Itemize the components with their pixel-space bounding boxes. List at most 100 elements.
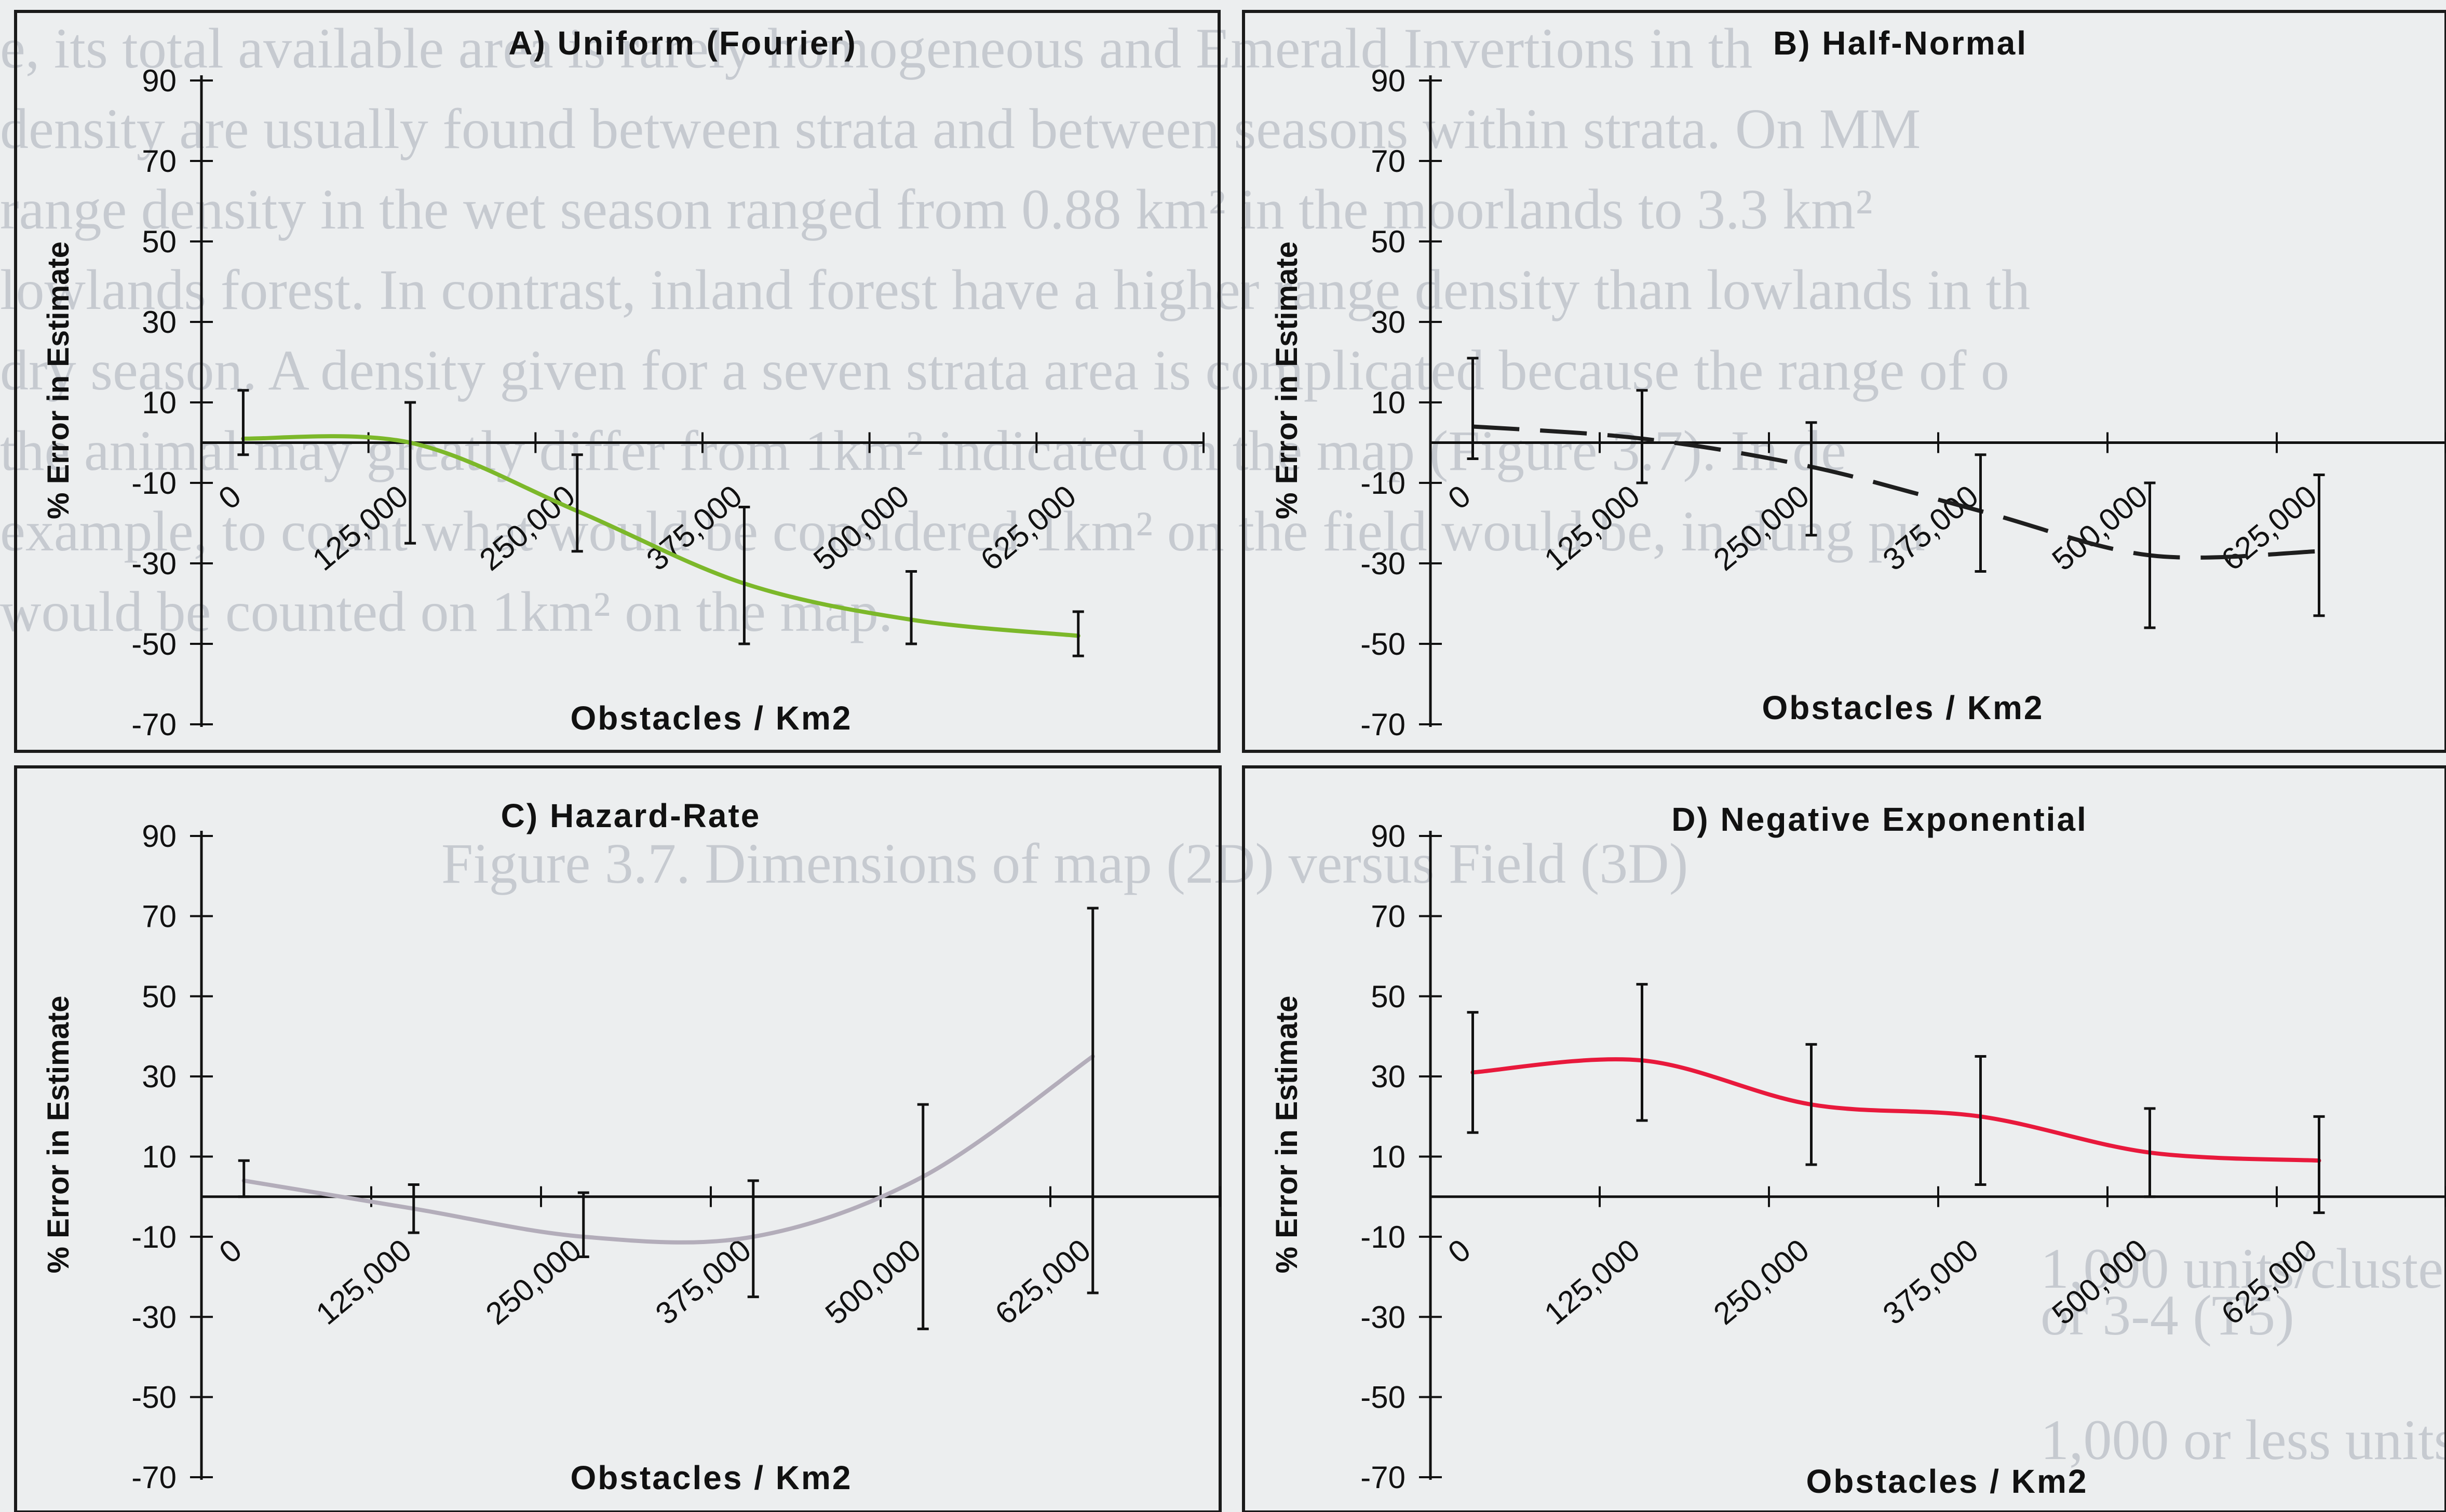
background-text-line: dry season. A density given for a seven … <box>0 339 2009 402</box>
y-tick-label: 90 <box>1371 819 1406 854</box>
x-tick-label: 0 <box>212 1232 248 1270</box>
error-bar <box>2144 481 2156 629</box>
error-bar <box>1467 1011 1479 1134</box>
x-tick-label: 0 <box>212 478 248 516</box>
x-tick-label: 500,000 <box>807 478 915 577</box>
background-text-line: Figure 3.7. Dimensions of map (2D) versu… <box>441 832 1688 895</box>
y-axis-label: % Error in Estimate <box>1270 995 1304 1273</box>
y-tick-label: 10 <box>142 1140 177 1174</box>
error-bar <box>1805 421 1817 537</box>
x-tick-label: 500,000 <box>819 1232 927 1331</box>
error-bar <box>1636 389 1648 484</box>
y-tick-label: 70 <box>1371 144 1406 179</box>
y-tick-label: 10 <box>1371 1140 1406 1174</box>
error-bar <box>1467 357 1479 460</box>
chart-title: D) Negative Exponential <box>1671 801 2088 838</box>
x-tick-label: 500,000 <box>2046 478 2154 577</box>
background-text-line: example, to count what would be consider… <box>0 500 1925 563</box>
background-text-line: e, its total available area is rarely ho… <box>0 17 1752 80</box>
error-bar <box>404 401 416 545</box>
error-bar <box>2144 1107 2156 1198</box>
y-tick-label: 70 <box>1371 899 1406 934</box>
x-tick-label: 0 <box>1441 478 1477 516</box>
x-tick-label: 125,000 <box>1538 478 1646 577</box>
x-tick-label: 250,000 <box>1707 1232 1816 1331</box>
panel-border <box>14 765 1222 1512</box>
error-bar <box>738 506 750 645</box>
chart-panel-b: 90 70 50 30 10 -10 -30 -50 -70 0 125,000 250,000 375… <box>1242 10 2446 753</box>
chart-title: C) Hazard-Rate <box>501 797 761 834</box>
y-tick-label: 10 <box>1371 385 1406 420</box>
y-tick-label: 90 <box>142 819 177 854</box>
y-tick-label: 30 <box>1371 1059 1406 1094</box>
x-tick-label: 625,000 <box>2215 478 2323 577</box>
chart-title: B) Half-Normal <box>1773 24 2028 62</box>
y-tick-label: 90 <box>142 63 177 98</box>
y-tick-label: 90 <box>1371 63 1406 98</box>
y-tick-label: 30 <box>1371 305 1406 340</box>
x-axis-label: Obstacles / Km2 <box>1762 689 2044 726</box>
y-tick-label: -30 <box>131 1300 177 1334</box>
error-bar <box>408 1183 420 1234</box>
error-bar <box>238 1159 250 1198</box>
y-tick-label: 70 <box>142 144 177 179</box>
y-tick-label: 50 <box>1371 224 1406 259</box>
y-tick-label: -10 <box>131 466 177 501</box>
chart-title: A) Uniform (Fourier) <box>508 24 857 62</box>
y-tick-label: -10 <box>131 1220 177 1254</box>
chart-panel-c: 90 70 50 30 10 -10 -30 -50 -70 0 125,000 250,000 375… <box>14 765 1222 1512</box>
background-text-line: the animal may greatly differ from 1km² … <box>0 419 1846 482</box>
series-line <box>241 1054 1095 1245</box>
y-axis-label: % Error in Estimate <box>42 241 75 519</box>
x-tick-label: 0 <box>1441 1232 1477 1270</box>
y-tick-label: -30 <box>131 546 177 581</box>
error-bar <box>1072 610 1084 657</box>
series-line <box>241 434 1080 638</box>
background-text-line: density are usually found between strata… <box>0 97 1921 160</box>
error-bar <box>1805 1043 1817 1166</box>
background-text-line: or 3-4 (T5) <box>2040 1284 2294 1347</box>
error-bar <box>906 570 917 645</box>
y-tick-label: -50 <box>131 1380 177 1415</box>
panel-border <box>14 10 1221 753</box>
x-axis-label: Obstacles / Km2 <box>571 699 853 737</box>
error-bar <box>1636 983 1648 1122</box>
x-axis-label: Obstacles / Km2 <box>571 1459 853 1496</box>
error-bar <box>571 453 583 553</box>
x-tick-label: 625,000 <box>2215 1232 2323 1331</box>
y-tick-label: -70 <box>131 1460 177 1495</box>
panel-border <box>1242 10 2446 753</box>
y-tick-label: 30 <box>142 305 177 340</box>
y-tick-label: -10 <box>1360 466 1406 501</box>
y-axis-label: % Error in Estimate <box>42 995 75 1273</box>
y-tick-label: 70 <box>142 899 177 934</box>
error-bar <box>747 1179 759 1299</box>
error-bar <box>1975 453 1986 573</box>
x-tick-label: 125,000 <box>306 478 414 577</box>
y-tick-label: -10 <box>1360 1220 1406 1254</box>
series-line <box>1472 424 2319 560</box>
x-axis-label: Obstacles / Km2 <box>1806 1463 2088 1500</box>
y-tick-label: -70 <box>131 707 177 742</box>
y-tick-label: 10 <box>142 385 177 420</box>
y-tick-label: -50 <box>131 627 177 662</box>
x-tick-label: 625,000 <box>989 1232 1097 1331</box>
y-tick-label: 50 <box>1371 979 1406 1014</box>
y-tick-label: -50 <box>1360 1380 1406 1415</box>
x-tick-label: 500,000 <box>2046 1232 2154 1331</box>
y-axis-label: % Error in Estimate <box>1270 241 1304 519</box>
y-tick-label: 50 <box>142 979 177 1014</box>
y-tick-label: 30 <box>142 1059 177 1094</box>
panel-border <box>1242 765 2446 1512</box>
x-tick-label: 625,000 <box>974 478 1083 577</box>
background-text-line: range density in the wet season ranged f… <box>0 178 1873 241</box>
error-bar <box>1087 907 1099 1294</box>
error-bar <box>1975 1055 1986 1186</box>
x-tick-label: 250,000 <box>1707 478 1816 577</box>
error-bar <box>577 1191 589 1258</box>
background-text-line: 1,000 units/cluster <box>2040 1237 2446 1300</box>
y-tick-label: -50 <box>1360 627 1406 662</box>
